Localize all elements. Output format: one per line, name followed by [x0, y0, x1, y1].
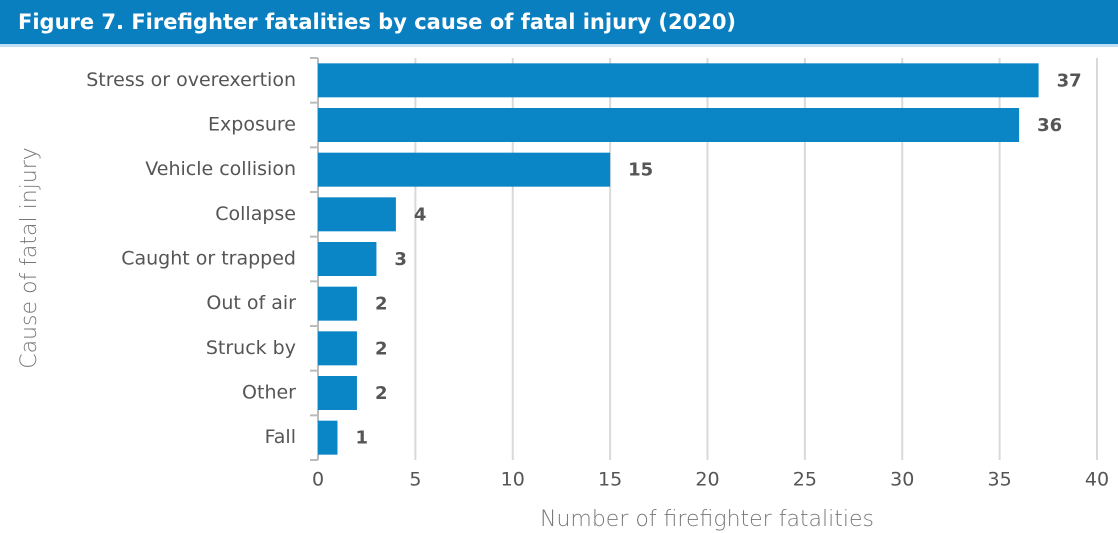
x-tick-label: 40 [1085, 469, 1109, 491]
y-tick-label: Out of air [206, 292, 296, 314]
chart-title: Figure 7. Firefighter fatalities by caus… [18, 10, 736, 34]
data-label: 37 [1057, 70, 1082, 91]
title-banner [0, 0, 1118, 44]
y-tick-label: Fall [265, 426, 296, 448]
bar [318, 242, 377, 276]
data-label: 3 [394, 249, 407, 270]
bar [318, 420, 338, 455]
y-tick-label: Vehicle collision [145, 158, 296, 180]
y-tick-label: Other [242, 382, 296, 404]
bar [318, 286, 357, 321]
bar [318, 331, 357, 366]
data-label: 15 [628, 160, 653, 181]
data-label: 2 [375, 338, 388, 359]
y-tick-label: Caught or trapped [121, 248, 296, 270]
x-tick-label: 30 [890, 469, 914, 491]
data-label: 2 [375, 383, 388, 404]
x-axis-label: Number of firefighter fatalities [540, 507, 874, 532]
x-tick-label: 35 [988, 469, 1012, 491]
data-label: 36 [1037, 115, 1062, 136]
y-tick-label: Collapse [215, 203, 296, 225]
bar [318, 197, 396, 232]
bar [318, 152, 611, 187]
x-tick-label: 20 [695, 469, 719, 491]
y-axis-label: Cause of fatal injury [17, 147, 42, 369]
bar [318, 63, 1039, 98]
y-tick-label: Exposure [208, 114, 296, 136]
x-tick-label: 10 [501, 469, 525, 491]
bar [318, 108, 1020, 142]
y-tick-label: Struck by [206, 337, 296, 359]
data-label: 1 [355, 428, 368, 449]
x-tick-label: 15 [598, 469, 622, 491]
x-tick-label: 5 [409, 469, 421, 491]
data-label: 4 [414, 204, 427, 225]
bar [318, 376, 357, 410]
x-tick-label: 0 [312, 469, 324, 491]
data-label: 2 [375, 294, 388, 315]
x-tick-label: 25 [793, 469, 817, 491]
title-underline [0, 44, 1118, 47]
y-tick-label: Stress or overexertion [86, 69, 296, 91]
